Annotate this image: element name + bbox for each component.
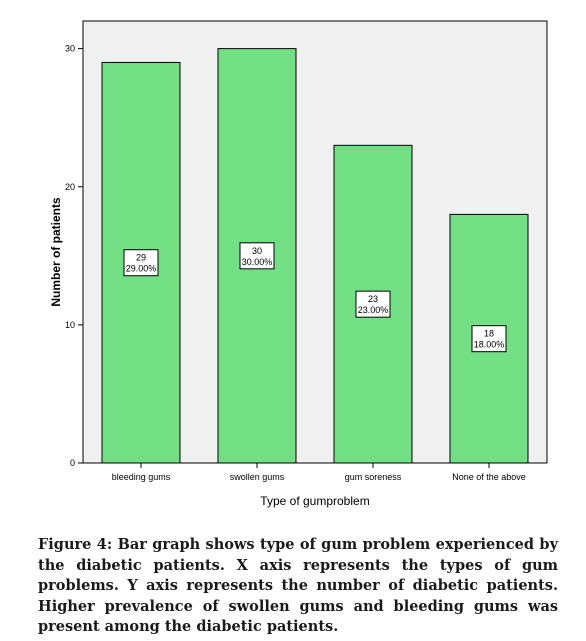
data-label-percent: 30.00%	[242, 257, 273, 267]
data-label-count: 29	[136, 253, 146, 263]
y-tick-label: 30	[65, 44, 75, 54]
data-label-percent: 23.00%	[358, 305, 389, 315]
data-label-count: 30	[252, 246, 262, 256]
x-tick-label: swollen gums	[230, 472, 285, 482]
data-label-percent: 18.00%	[474, 340, 505, 350]
x-axis-title: Type of gumproblem	[260, 494, 369, 508]
data-label-box	[239, 242, 275, 270]
bar-chart: 0 10 20 30 bleeding gums 29 29.00% swollen gums…	[49, 20, 548, 508]
data-label-count: 18	[484, 329, 494, 339]
y-tick-label: 20	[65, 182, 75, 192]
x-tick-label: bleeding gums	[112, 472, 171, 482]
data-label-count: 23	[368, 294, 378, 304]
y-axis-title: Number of patients	[49, 197, 63, 307]
data-label-box	[355, 290, 391, 318]
figure-caption: Figure 4: Bar graph shows type of gum pr…	[38, 536, 558, 635]
data-label-box	[471, 325, 507, 353]
x-tick-label: None of the above	[452, 472, 526, 482]
y-tick-label: 10	[65, 320, 75, 330]
data-label-percent: 29.00%	[126, 264, 157, 274]
data-label-box	[123, 249, 159, 277]
y-tick-label: 0	[70, 458, 75, 468]
x-tick-label: gum soreness	[345, 472, 402, 482]
